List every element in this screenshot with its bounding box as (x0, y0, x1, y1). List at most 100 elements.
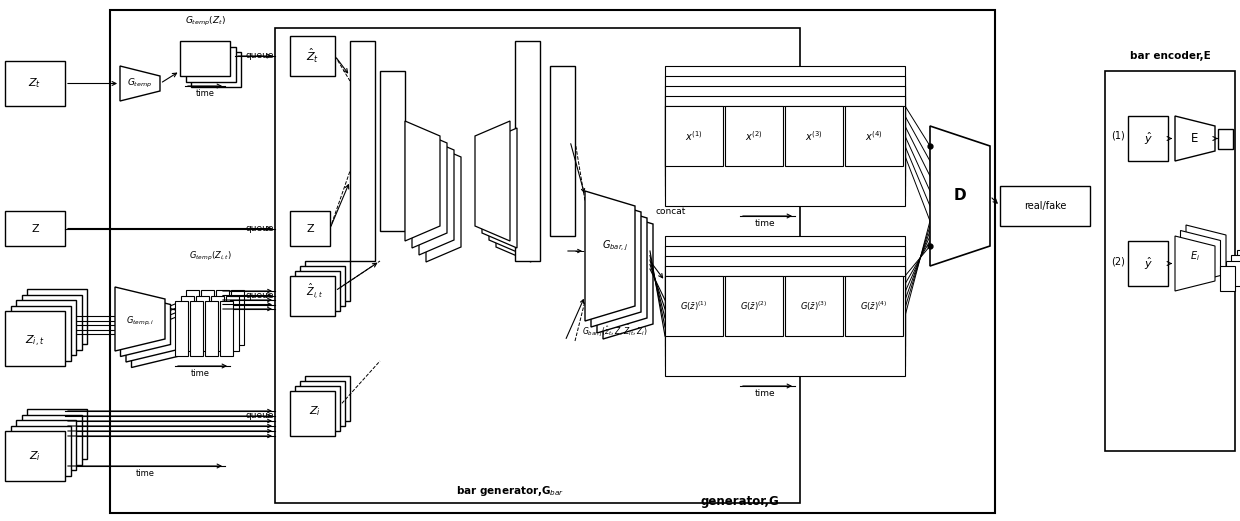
Polygon shape (591, 197, 641, 327)
Bar (665, 106, 723, 166)
Bar (379, 71, 405, 231)
Polygon shape (596, 203, 647, 333)
Bar (665, 106, 905, 206)
Bar (219, 301, 233, 356)
Bar (10, 426, 71, 476)
Text: $G_{temp}(Z_{i,t})$: $G_{temp}(Z_{i,t})$ (188, 250, 232, 263)
Text: $x^{(1)}$: $x^{(1)}$ (686, 129, 703, 143)
Bar (551, 66, 575, 236)
Polygon shape (585, 191, 635, 321)
Polygon shape (126, 298, 176, 362)
Bar (785, 106, 843, 166)
Text: queue: queue (246, 412, 274, 420)
Bar (290, 276, 335, 316)
Text: $E_i$: $E_i$ (1190, 249, 1200, 263)
Polygon shape (115, 287, 165, 351)
Bar (1128, 241, 1168, 286)
Text: $Z_i$: $Z_i$ (309, 404, 321, 418)
Polygon shape (475, 121, 510, 241)
Bar (5, 61, 64, 106)
Text: $Z_t$: $Z_t$ (29, 77, 42, 91)
Bar (305, 261, 350, 301)
Text: $Z_i$: $Z_i$ (29, 449, 41, 463)
Bar (180, 41, 229, 76)
Text: $G(\bar{z})^{(1)}$: $G(\bar{z})^{(1)}$ (681, 299, 708, 313)
Text: $x^{(2)}$: $x^{(2)}$ (745, 129, 763, 143)
Bar (1128, 116, 1168, 161)
Polygon shape (412, 128, 446, 248)
Bar (1220, 266, 1235, 291)
Text: $G_{temp}(Z_t)$: $G_{temp}(Z_t)$ (185, 15, 226, 28)
Bar (196, 295, 208, 351)
Text: queue: queue (246, 52, 274, 60)
Text: $x^{(4)}$: $x^{(4)}$ (866, 129, 883, 143)
Polygon shape (1185, 225, 1226, 280)
Bar (27, 289, 87, 344)
Text: real/fake: real/fake (1024, 201, 1066, 211)
Bar (186, 46, 236, 81)
Bar (216, 290, 229, 345)
Bar (300, 266, 345, 306)
Bar (1218, 129, 1233, 149)
Text: $G_{temp,i}$: $G_{temp,i}$ (125, 315, 154, 328)
Bar (305, 376, 350, 421)
Bar (665, 96, 905, 196)
Polygon shape (1192, 219, 1231, 275)
Bar (785, 276, 843, 336)
Bar (10, 305, 71, 361)
Bar (665, 276, 723, 336)
Bar (665, 236, 905, 336)
Text: (2): (2) (1111, 256, 1125, 266)
Bar (295, 271, 340, 311)
Bar (665, 256, 905, 356)
Text: Z: Z (31, 224, 38, 233)
Bar (665, 276, 905, 376)
Bar (725, 106, 782, 166)
Text: D: D (954, 189, 966, 204)
Text: $Z_{i,t}$: $Z_{i,t}$ (25, 333, 45, 349)
Bar (226, 295, 238, 351)
Bar (21, 415, 82, 465)
Bar (1231, 255, 1240, 280)
Bar (190, 301, 203, 356)
Text: queue: queue (246, 292, 274, 301)
Bar (665, 86, 905, 186)
Bar (665, 76, 905, 176)
Polygon shape (1180, 230, 1220, 286)
Text: concat: concat (655, 206, 686, 216)
Bar (275, 28, 800, 503)
Bar (844, 106, 903, 166)
Text: time: time (755, 390, 775, 399)
Text: $\hat{Z}_{i,t}$: $\hat{Z}_{i,t}$ (306, 281, 324, 301)
Text: bar generator,G$_{bar}$: bar generator,G$_{bar}$ (456, 484, 564, 498)
Bar (290, 211, 330, 246)
Bar (999, 186, 1090, 226)
Text: $G_{bar,j}$: $G_{bar,j}$ (601, 239, 629, 253)
Bar (5, 211, 64, 246)
Text: $x^{(3)}$: $x^{(3)}$ (805, 129, 823, 143)
Bar (211, 295, 223, 351)
Text: (1): (1) (1111, 131, 1125, 141)
Bar (665, 266, 905, 366)
Polygon shape (1176, 236, 1215, 291)
Polygon shape (427, 142, 461, 262)
Polygon shape (603, 209, 653, 339)
Polygon shape (120, 66, 160, 101)
Bar (1225, 260, 1240, 286)
Text: Z: Z (306, 224, 314, 233)
Text: $G_{bar,j}(\hat{z}_t,Z,\hat{Z}_{it},Z_i)$: $G_{bar,j}(\hat{z}_t,Z,\hat{Z}_{it},Z_i)… (582, 322, 649, 339)
Bar (665, 66, 905, 166)
Text: generator,G: generator,G (701, 494, 780, 507)
Text: $\hat{y}$: $\hat{y}$ (1143, 255, 1152, 271)
Text: time: time (755, 219, 775, 229)
Bar (1105, 71, 1235, 451)
Bar (205, 301, 218, 356)
Bar (844, 276, 903, 336)
Bar (186, 290, 198, 345)
Bar (515, 41, 539, 261)
Text: $G(\bar{z})^{(3)}$: $G(\bar{z})^{(3)}$ (800, 299, 827, 313)
Text: time: time (135, 469, 155, 478)
Text: bar encoder,E: bar encoder,E (1130, 51, 1210, 61)
Bar (725, 276, 782, 336)
Bar (5, 311, 64, 366)
